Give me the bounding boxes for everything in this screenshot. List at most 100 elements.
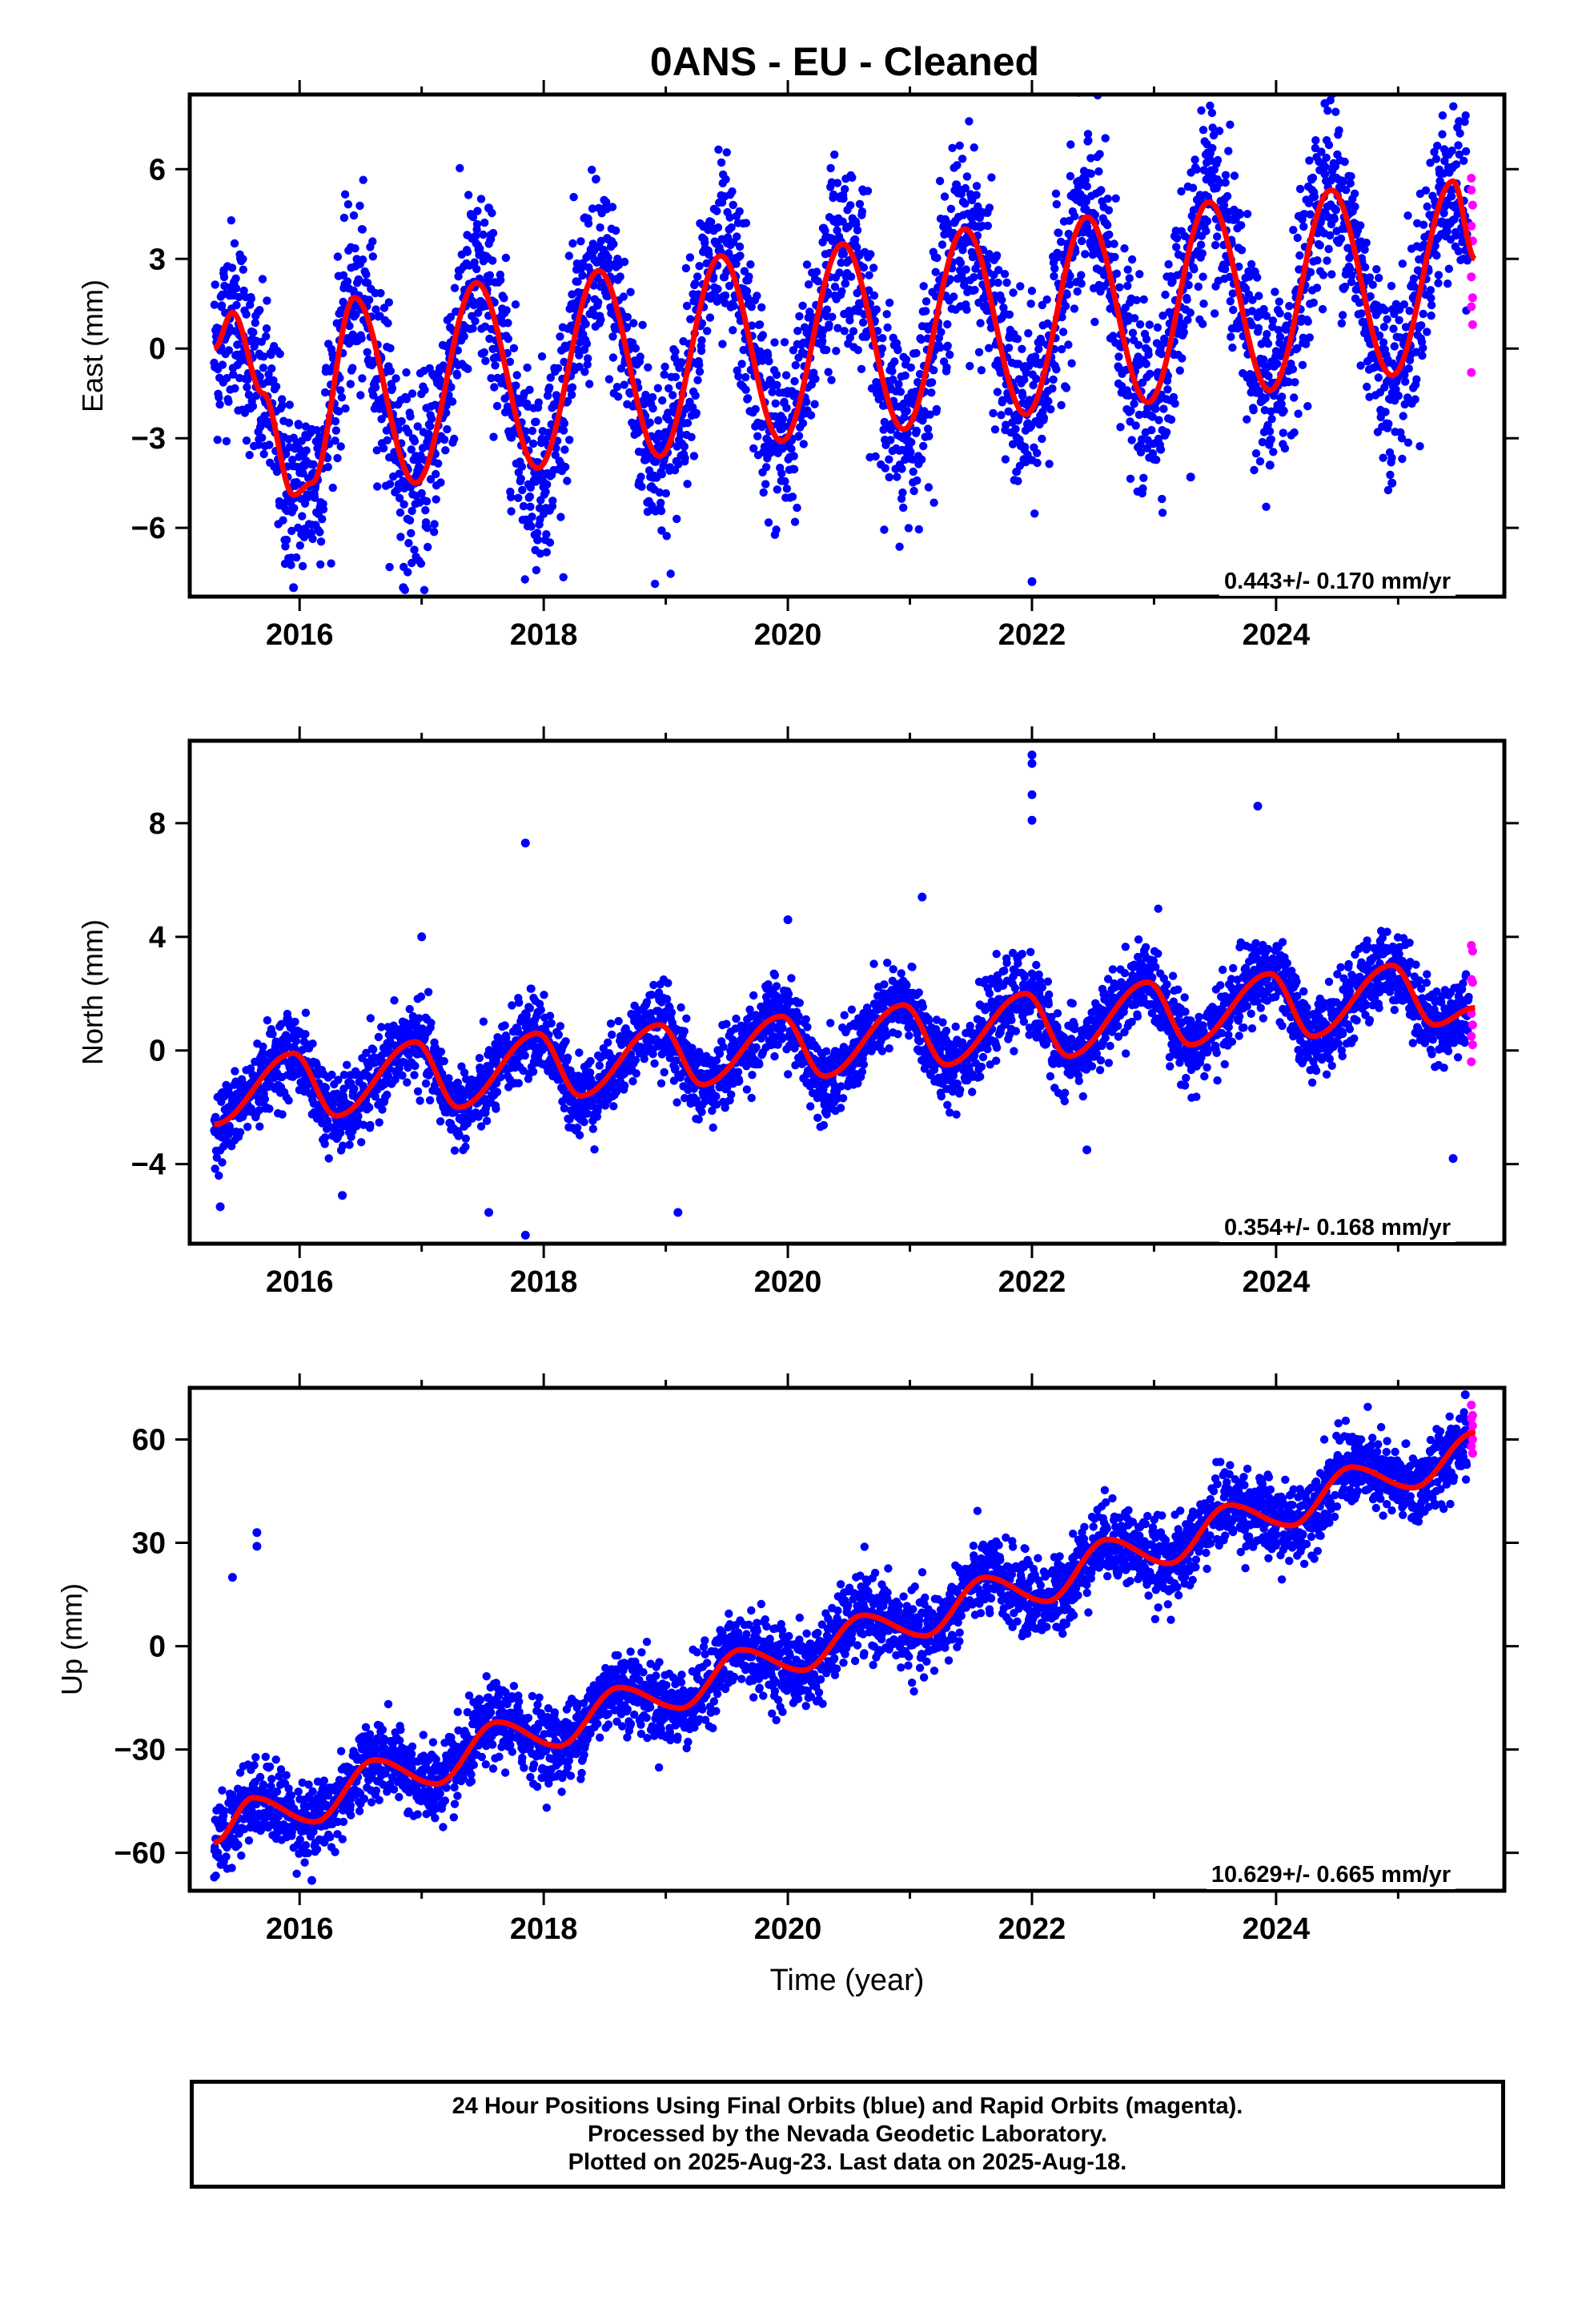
final-point [987, 173, 996, 182]
x-tick-label: 2024 [1243, 618, 1311, 652]
final-point [408, 389, 417, 398]
final-point [1277, 392, 1287, 401]
final-point [665, 384, 673, 393]
final-point [1269, 448, 1278, 456]
final-point [534, 398, 543, 407]
final-point [1062, 290, 1071, 300]
final-point [343, 1060, 351, 1070]
final-point [362, 270, 371, 279]
final-point [867, 384, 877, 393]
final-point [608, 353, 618, 362]
final-point [211, 280, 219, 289]
final-point [695, 367, 705, 376]
final-point [371, 305, 380, 314]
final-point [1294, 409, 1303, 418]
final-point [281, 542, 290, 551]
final-point [817, 336, 827, 346]
final-point [492, 401, 502, 411]
final-point [650, 579, 660, 589]
east-frame [187, 92, 1507, 599]
final-point [1084, 136, 1093, 145]
final-point [287, 526, 296, 536]
final-point-outlier [289, 583, 299, 593]
final-point [1202, 227, 1211, 235]
final-point [1182, 296, 1191, 304]
final-point [772, 370, 781, 380]
final-point [404, 539, 413, 548]
final-point [902, 407, 912, 416]
final-point [822, 345, 831, 355]
final-point [853, 345, 863, 355]
final-point [403, 1078, 412, 1087]
final-point [1258, 437, 1267, 447]
final-point [1067, 359, 1076, 368]
final-point [500, 1021, 509, 1030]
final-point [479, 1017, 488, 1026]
final-point [365, 296, 374, 304]
final-point [1315, 241, 1324, 250]
final-point [1303, 317, 1312, 326]
final-point [835, 268, 844, 277]
final-point [683, 419, 693, 428]
final-point [1001, 455, 1010, 464]
final-point [897, 494, 906, 503]
final-point [1384, 420, 1393, 428]
final-point [410, 1071, 419, 1080]
final-point [1138, 484, 1147, 493]
final-point [661, 489, 670, 498]
final-point [1356, 221, 1365, 230]
final-point [263, 1015, 272, 1025]
final-point [251, 318, 259, 328]
final-point [1127, 255, 1137, 264]
final-point [921, 297, 931, 306]
final-point [1208, 123, 1217, 132]
final-point [697, 319, 707, 328]
final-point [359, 255, 367, 264]
final-point [1403, 438, 1413, 447]
final-point [583, 360, 592, 369]
final-point [958, 155, 967, 163]
final-point [1427, 294, 1435, 303]
final-point [390, 996, 399, 1005]
final-point [673, 514, 681, 524]
final-point [827, 376, 836, 384]
final-point [906, 363, 916, 372]
final-point [648, 404, 657, 413]
final-point [1443, 279, 1452, 288]
final-point [505, 357, 515, 366]
final-point [912, 348, 921, 358]
final-point [395, 469, 404, 478]
final-point [391, 374, 400, 383]
final-point-outlier [533, 535, 542, 545]
final-point [1048, 384, 1057, 393]
final-point [336, 386, 345, 395]
final-point [1271, 287, 1279, 296]
final-point [1351, 202, 1359, 211]
final-point [265, 440, 274, 449]
final-point [1211, 240, 1220, 250]
final-point [398, 1071, 407, 1080]
final-point [1431, 241, 1439, 251]
final-point [320, 1140, 329, 1148]
final-point [622, 323, 632, 332]
final-point [693, 376, 702, 384]
final-point [575, 362, 584, 372]
final-point [1432, 251, 1441, 260]
final-point [745, 272, 753, 281]
rapid-point [1467, 185, 1476, 195]
final-point [713, 223, 723, 232]
final-point [1418, 351, 1427, 360]
final-point [1077, 271, 1086, 279]
final-point [729, 200, 737, 210]
final-point [946, 350, 954, 360]
final-point [691, 279, 700, 288]
final-point [768, 388, 777, 396]
final-point [294, 523, 303, 533]
final-point [1033, 458, 1042, 468]
final-point [1090, 211, 1100, 219]
final-point [1280, 444, 1290, 453]
final-point-outlier [1455, 117, 1464, 127]
final-point [425, 1096, 435, 1105]
final-point [1409, 274, 1419, 283]
